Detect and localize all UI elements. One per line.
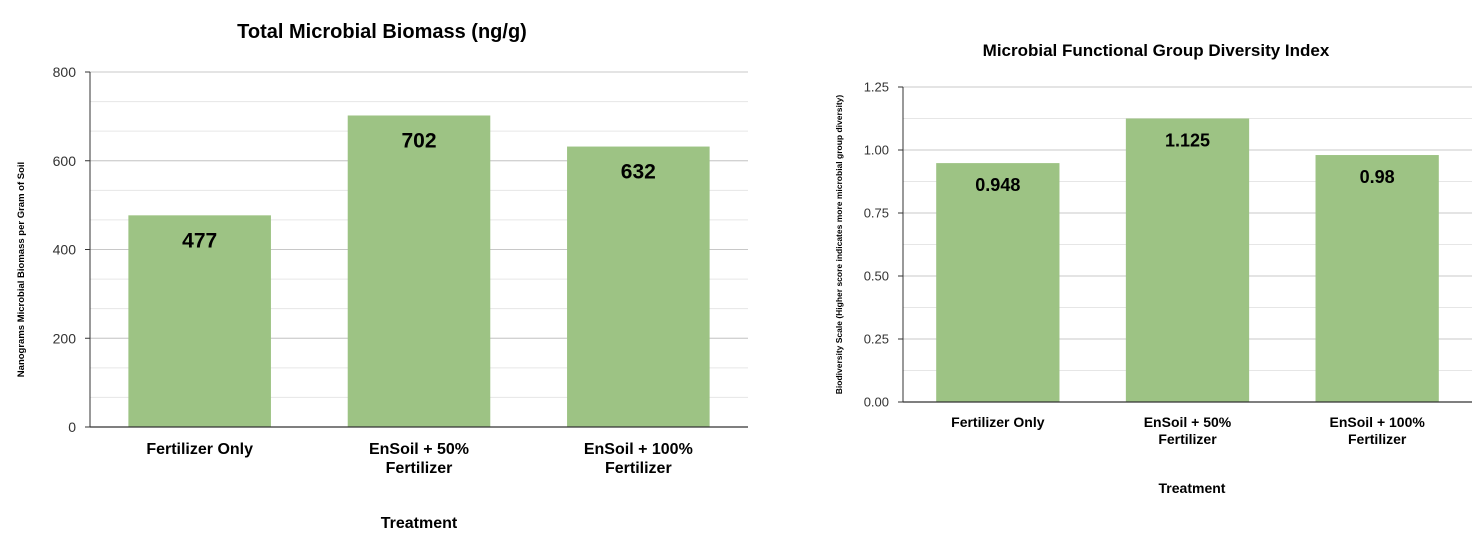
- y-tick-label: 400: [53, 242, 77, 258]
- x-category-label: EnSoil + 100%: [584, 441, 693, 458]
- bar-value-label: 632: [621, 161, 656, 184]
- x-axis-title: Treatment: [381, 515, 458, 532]
- y-tick-label: 0.50: [864, 269, 889, 284]
- y-tick-label: 800: [53, 64, 77, 80]
- bar-value-label: 1.125: [1165, 131, 1210, 151]
- bar-value-label: 477: [182, 229, 217, 252]
- bars: 0.948 1.125 0.98: [936, 118, 1439, 402]
- chart-title: Total Microbial Biomass (ng/g): [237, 21, 527, 43]
- y-tick-label: 0: [68, 419, 76, 435]
- bar-1: [128, 215, 271, 427]
- chart-1: Total Microbial Biomass (ng/g) 0 200 400 600…: [16, 21, 748, 532]
- chart-title: Microbial Functional Group Diversity Ind…: [983, 41, 1330, 60]
- bar-1: [936, 163, 1060, 402]
- bars: 477 702 632: [128, 115, 710, 428]
- x-category-label: Fertilizer Only: [951, 414, 1045, 430]
- x-category-label: EnSoil + 50%: [369, 441, 469, 458]
- bar-value-label: 0.98: [1360, 167, 1395, 187]
- y-tick-label: 0.00: [864, 395, 889, 410]
- x-category-label: Fertilizer: [1158, 431, 1217, 447]
- y-tick-label: 0.75: [864, 206, 889, 221]
- y-axis-title: Nanograms Microbial Biomass per Gram of …: [16, 162, 27, 377]
- chart-2: Microbial Functional Group Diversity Ind…: [834, 41, 1472, 496]
- y-tick-label: 200: [53, 330, 77, 346]
- bar-value-label: 702: [401, 129, 436, 152]
- bar-2: [1125, 118, 1250, 402]
- y-tick-label: 1.00: [864, 143, 889, 158]
- y-tick-label: 0.25: [864, 332, 889, 347]
- x-category-label: Fertilizer Only: [146, 441, 253, 458]
- x-category-label: EnSoil + 50%: [1144, 414, 1232, 430]
- y-tick-label: 600: [53, 153, 77, 169]
- y-axis-title: Biodiversity Scale (Higher score indicat…: [834, 95, 844, 395]
- bar-3: [567, 146, 710, 428]
- bar-value-label: 0.948: [975, 175, 1020, 195]
- x-axis-title: Treatment: [1159, 480, 1226, 496]
- x-category-label: Fertilizer: [386, 460, 453, 477]
- y-tick-label: 1.25: [864, 80, 889, 95]
- x-category-label: EnSoil + 100%: [1330, 414, 1426, 430]
- x-category-label: Fertilizer: [1348, 431, 1407, 447]
- x-category-label: Fertilizer: [605, 460, 672, 477]
- bar-2: [347, 115, 491, 428]
- bar-3: [1315, 155, 1439, 402]
